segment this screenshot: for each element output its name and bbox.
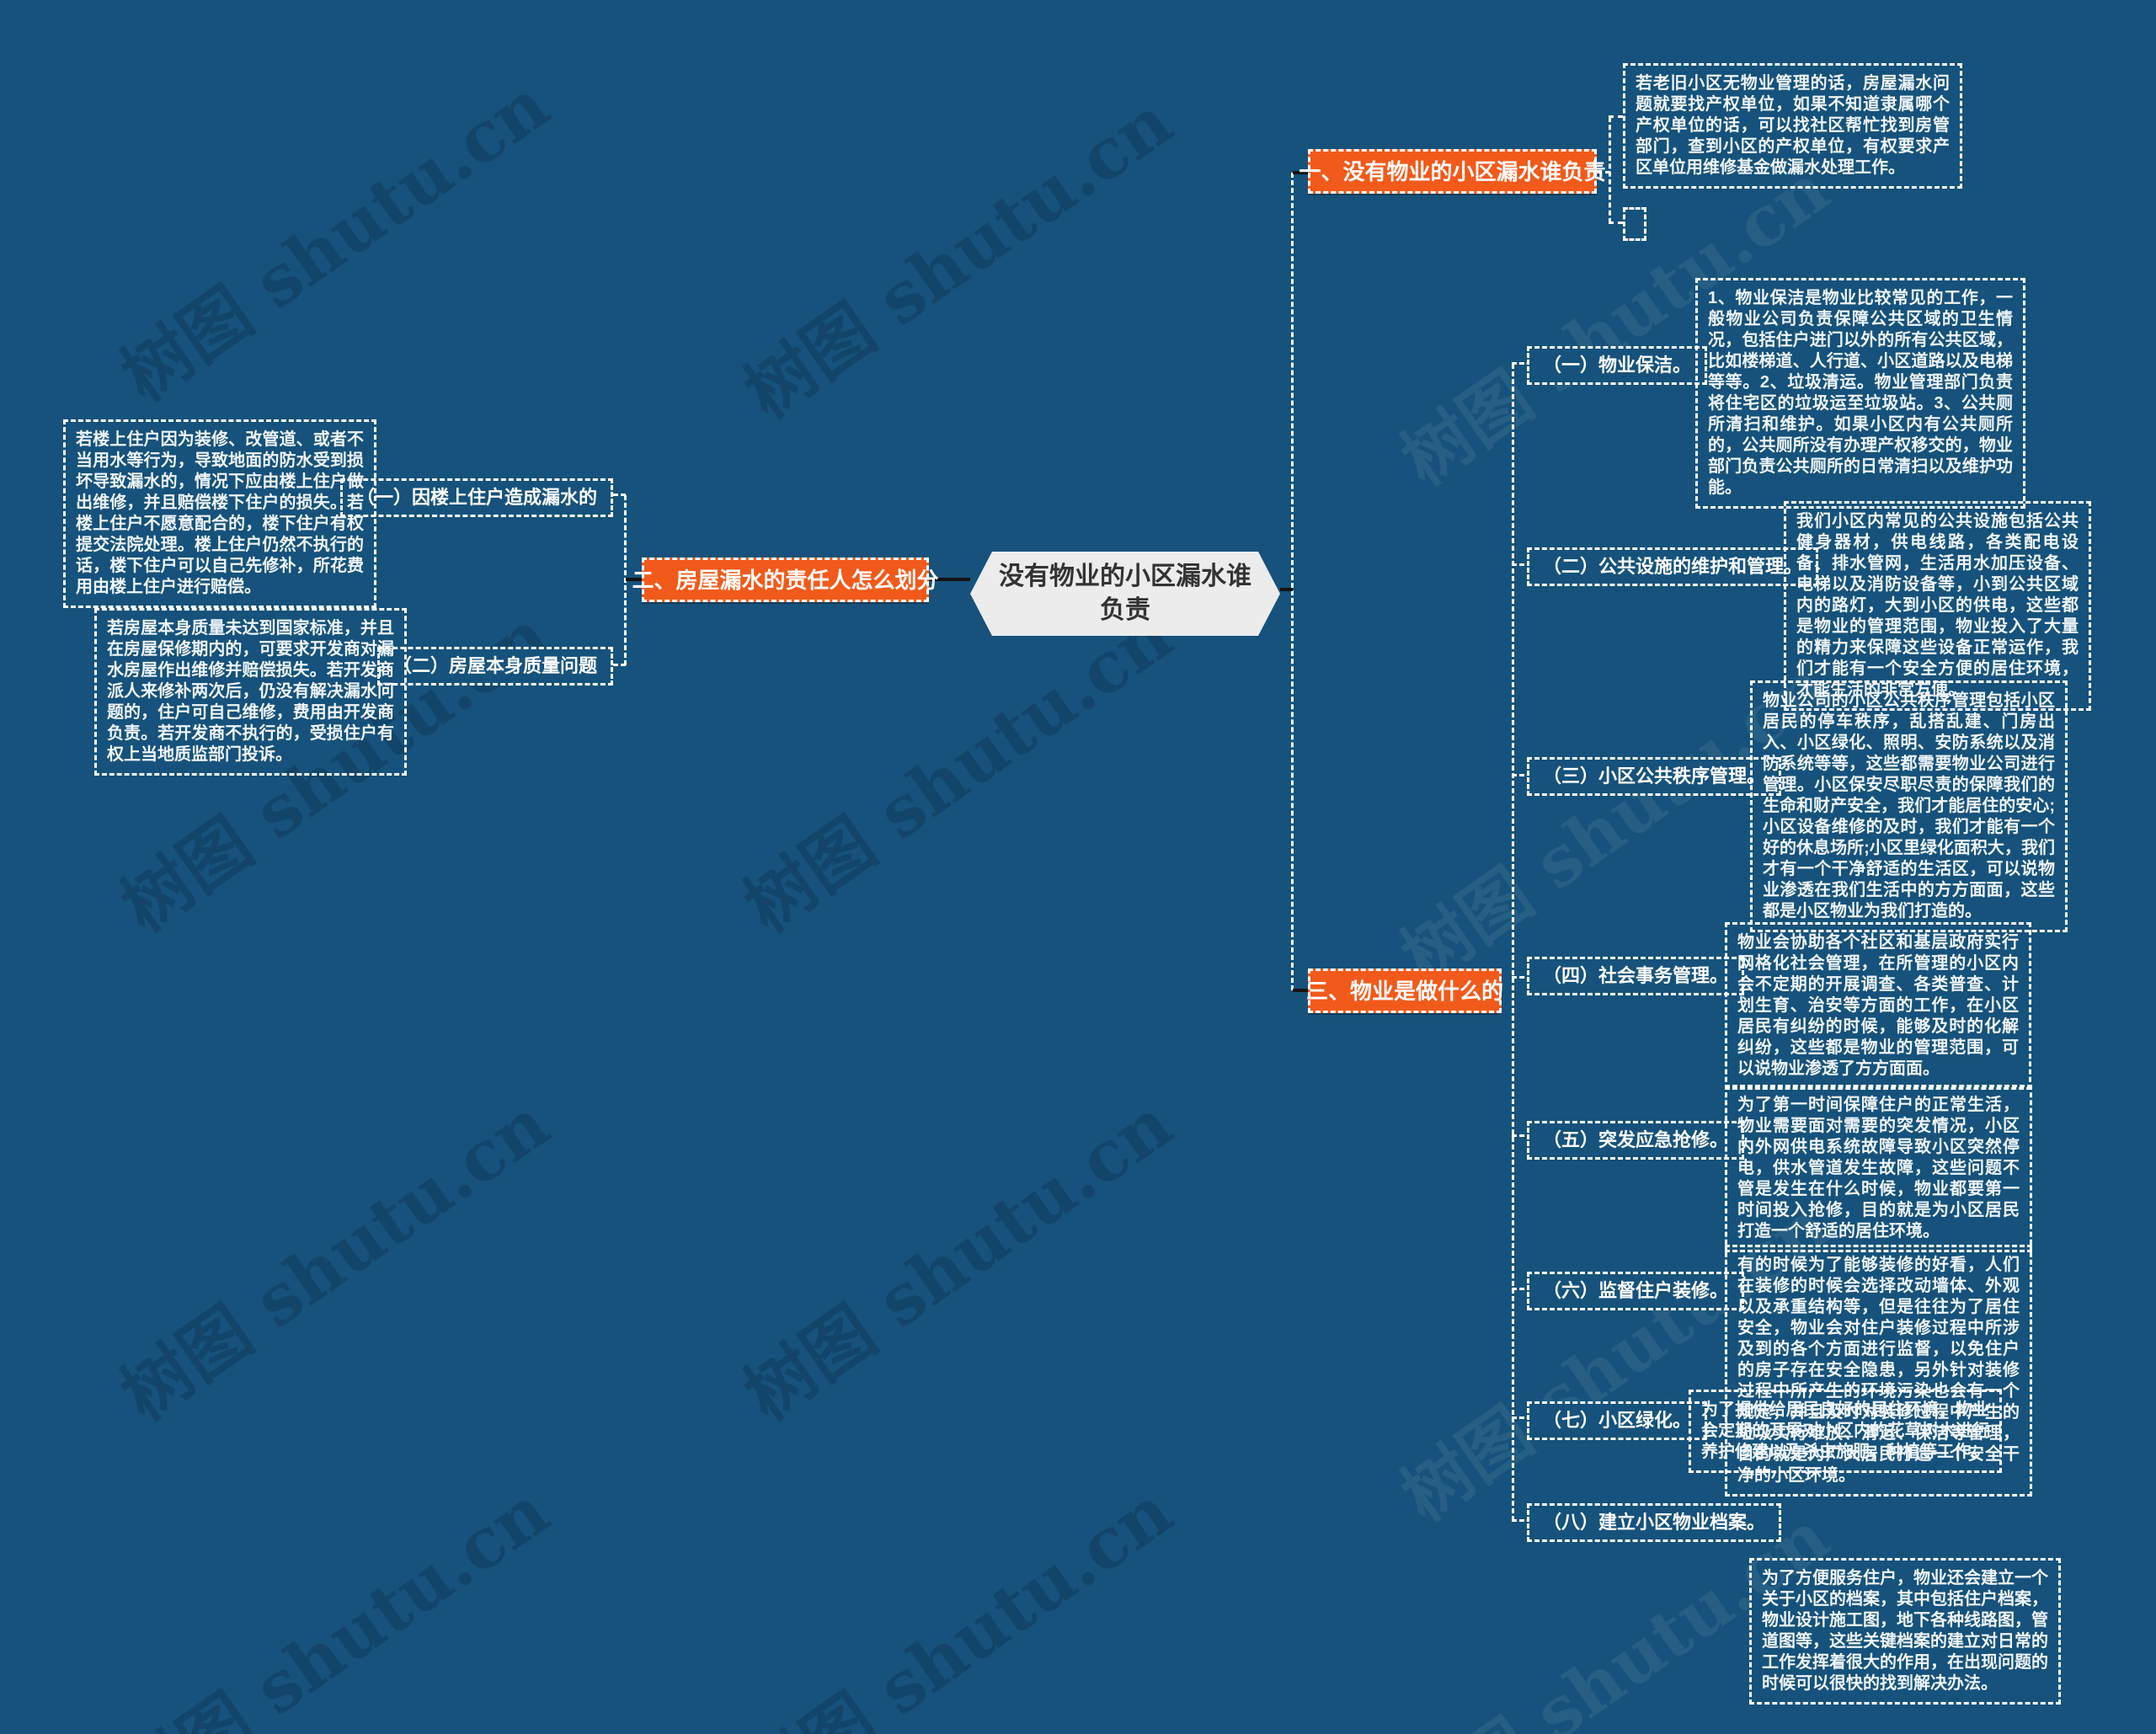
subtopic-renovation-supervision[interactable]: （六）监督住户装修。 <box>1527 1272 1745 1310</box>
watermark: 树图 shutu.cn <box>107 1083 563 1437</box>
connector-line <box>1293 171 1308 174</box>
subtopic-emergency-repair[interactable]: （五）突发应急抢修。 <box>1527 1121 1745 1160</box>
connector-dash <box>1609 115 1623 118</box>
connector-line <box>626 578 642 581</box>
note-public-order[interactable]: 物业公司的小区公共秩序管理包括小区居民的停车秩序，乱搭乱建、门房出入、小区绿化、… <box>1750 680 2068 932</box>
subtopic-facilities[interactable]: （二）公共设施的维护和管理。 <box>1527 547 1819 586</box>
subtopic-public-order[interactable]: （三）小区公共秩序管理。 <box>1527 757 1782 796</box>
connector-spine-branch1 <box>1609 117 1611 223</box>
branch-node-3[interactable]: 三、物业是做什么的 <box>1306 968 1503 1013</box>
note-social-affairs[interactable]: 物业会协助各个社区和基层政府实行网格化社会管理，在所管理的小区内会不定期的开展调… <box>1725 922 2031 1090</box>
connector-dash <box>1609 221 1623 224</box>
subtopic-upstairs-leak[interactable]: （一）因楼上住户造成漏水的 <box>339 478 613 517</box>
watermark: 树图 shutu.cn <box>730 1083 1187 1437</box>
connector-dash <box>1597 171 1610 173</box>
watermark: 树图 shutu.cn <box>107 64 563 418</box>
connector-spine-left <box>624 495 627 665</box>
note-upstairs-leak[interactable]: 若楼上住户因为装修、改管道、或者不当用水等行为，导致地面的防水受到损坏导致漏水的… <box>63 419 376 608</box>
connector-line <box>1293 989 1308 992</box>
subtopic-cleaning[interactable]: （一）物业保洁。 <box>1527 346 1708 385</box>
subtopic-house-quality[interactable]: （二）房屋本身质量问题 <box>376 647 613 686</box>
note-archives[interactable]: 为了方便服务住户，物业还会建立一个关于小区的档案，其中包括住户档案，物业设计施工… <box>1749 1558 2061 1705</box>
branch-node-2[interactable]: 二、房屋漏水的责任人怎么划分 <box>632 558 939 602</box>
note-emergency-repair[interactable]: 为了第一时间保障住户的正常生活，物业需要面对需要的突发情况，小区内外网供电系统故… <box>1725 1085 2032 1252</box>
central-topic[interactable]: 没有物业的小区漏水谁负责 <box>970 552 1280 636</box>
subtopic-social-affairs[interactable]: （四）社会事务管理。 <box>1527 957 1745 995</box>
watermark: 树图 shutu.cn <box>730 595 1187 948</box>
watermark: 树图 shutu.cn <box>730 1470 1187 1734</box>
connector-spine-right <box>1512 364 1514 1521</box>
branch-node-1[interactable]: 一、没有物业的小区漏水谁负责 <box>1299 149 1606 194</box>
note-cleaning[interactable]: 1、物业保洁是物业比较常见的工作，一般物业公司负责保障公共区域的卫生情况，包括住… <box>1695 278 2025 509</box>
note-branch1[interactable]: 若老旧小区无物业管理的话，房屋漏水问题就要找产权单位，如果不知道隶属哪个产权单位… <box>1623 63 1962 189</box>
connector-line <box>929 578 970 581</box>
note-greening[interactable]: 为了提供给居民良好的居住环境，物业会定期的开展对小区内的花草树木进行养护修建以及… <box>1689 1390 2002 1473</box>
watermark: 树图 shutu.cn <box>107 1470 563 1734</box>
subtopic-archives[interactable]: （八）建立小区物业档案。 <box>1527 1503 1782 1542</box>
note-renovation-supervision[interactable]: 有的时候为了能够装修的好看，人们在装修的时候会选择改动墙体、外观以及承重结构等，… <box>1725 1245 2032 1497</box>
connector-line <box>1280 588 1293 591</box>
subtopic-greening[interactable]: （七）小区绿化。 <box>1527 1401 1708 1440</box>
note-house-quality[interactable]: 若房屋本身质量未达到国家标准，并且在房屋保修期内的，可要求开发商对漏水房屋作出维… <box>94 608 407 776</box>
note-facilities[interactable]: 我们小区内常见的公共设施包括公共健身器材，供电线路，各类配电设备、排水管网，生活… <box>1784 501 2091 711</box>
empty-node[interactable] <box>1623 207 1646 241</box>
connector-spine-main <box>1291 173 1294 990</box>
watermark: 树图 shutu.cn <box>730 81 1187 435</box>
